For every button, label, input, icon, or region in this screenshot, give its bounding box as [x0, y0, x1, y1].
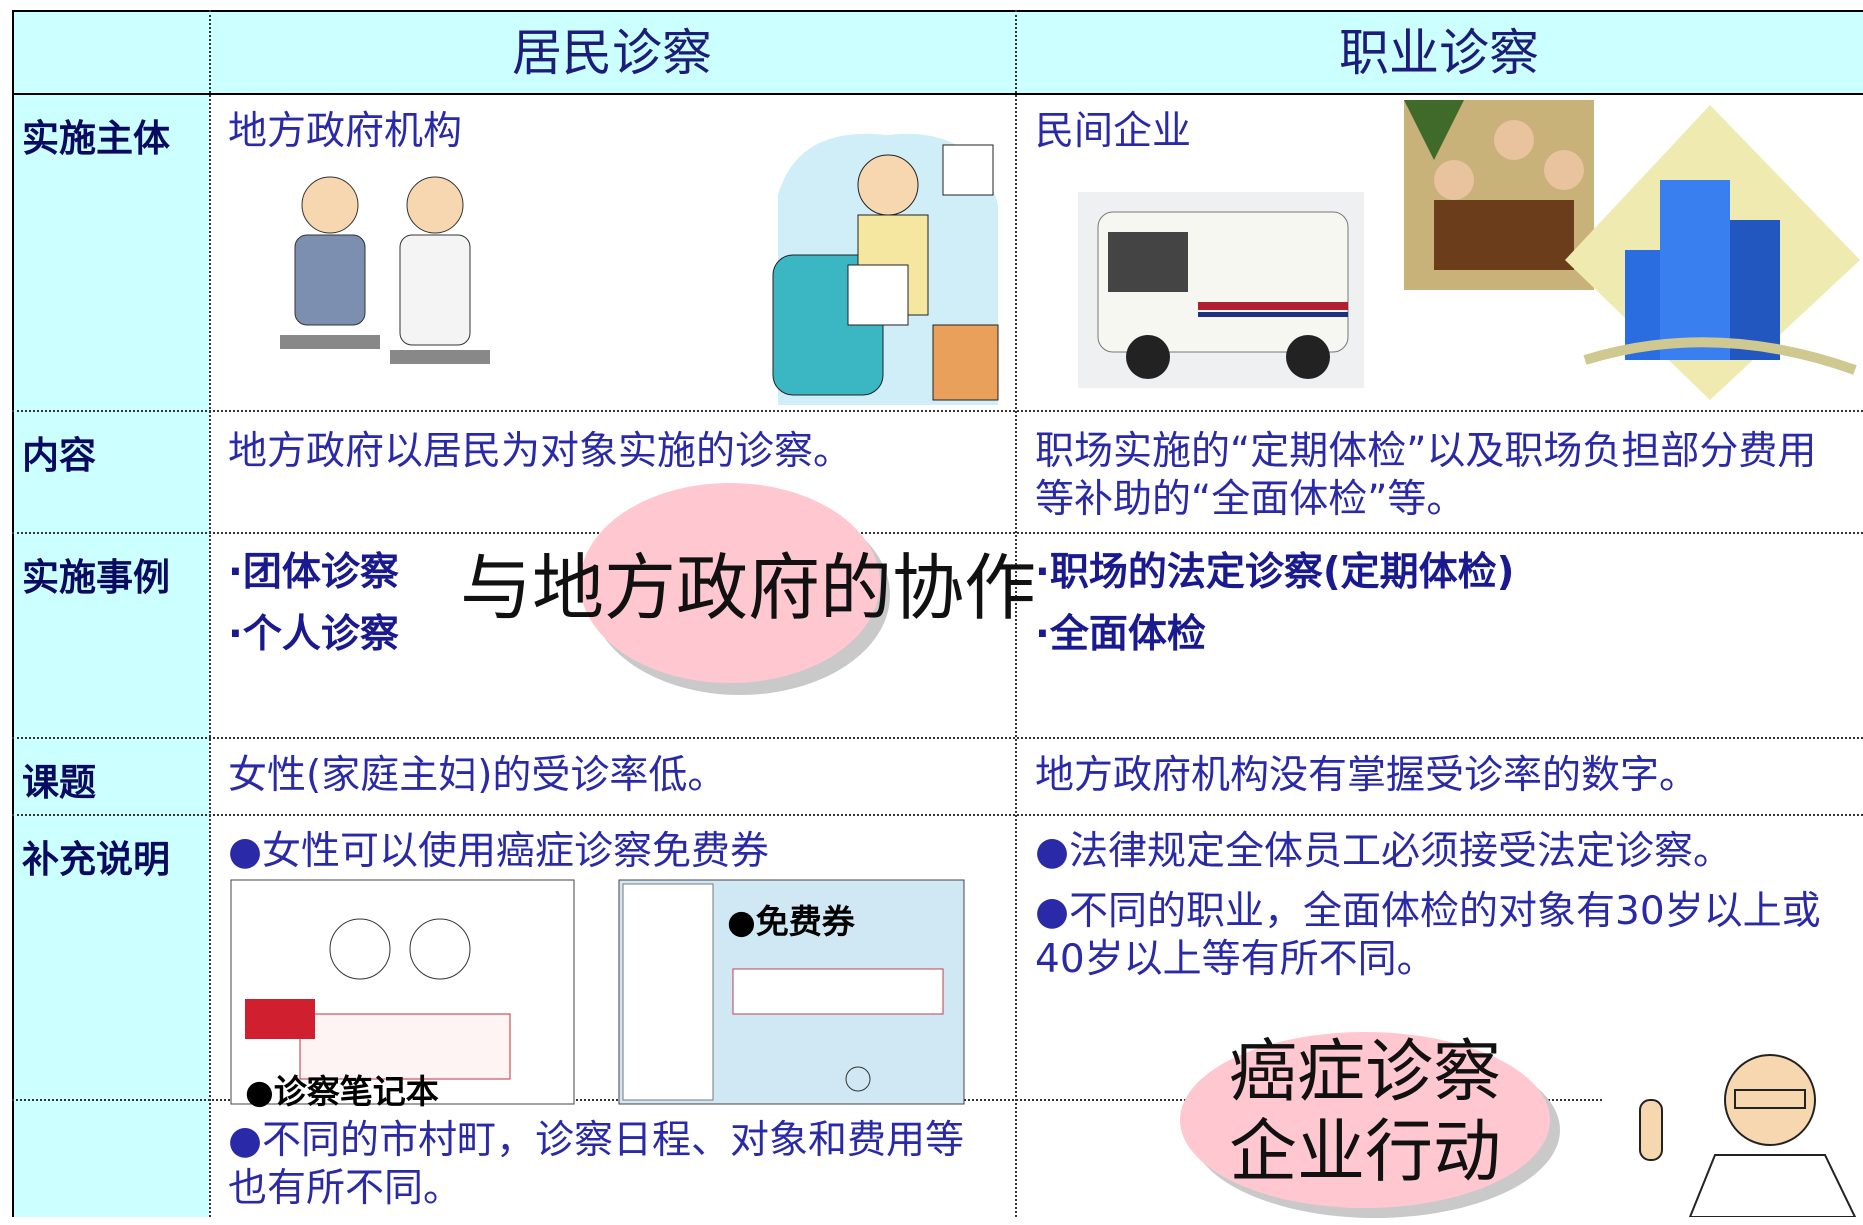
photo-notebook: [230, 879, 575, 1105]
label-column-bg: [12, 93, 209, 1217]
cell-text: 地方政府以居民为对象实施的诊察。: [228, 429, 853, 474]
illustration-building: [1565, 105, 1860, 400]
column-header: 职业诊察: [1339, 24, 1539, 82]
cell-text: ●法律规定全体员工必须接受法定诊察。: [1035, 829, 1733, 874]
column-line: [1015, 10, 1017, 1217]
row-label: 实施事例: [22, 556, 170, 599]
row-label: 补充说明: [22, 838, 170, 881]
photo-bus: [1078, 192, 1364, 388]
column-line: [209, 10, 211, 1217]
cell-text: ●不同的市村町，诊察日程、对象和费用等也有所不同。: [228, 1118, 965, 1211]
illustration-meeting: [1404, 100, 1594, 290]
illustration-reading: [772, 133, 999, 405]
cell-text: ●不同的职业，全面体检的对象有30岁以上或40岁以上等有所不同。: [1035, 889, 1821, 982]
cell-text: 职场实施的“定期体检”以及职场负担部分费用等补助的“全面体检”等。: [1035, 429, 1817, 522]
row-line: [12, 93, 1863, 95]
row-line: [12, 737, 1863, 739]
header-bg: [12, 10, 1863, 93]
callout-ellipse: [1180, 1032, 1560, 1218]
illustration-consultation: [280, 176, 490, 364]
cell-item: ·职场的法定诊察(定期体检): [1035, 550, 1515, 595]
cell-text: 地方政府机构: [228, 109, 463, 154]
cell-text: ●女性可以使用癌症诊察免费券: [228, 829, 770, 874]
row-line: [12, 532, 1863, 534]
photo-coupon: [618, 879, 965, 1105]
callout-text: 与地方政府的协作: [460, 546, 1037, 630]
row-line: [12, 814, 1863, 816]
row-label: 课题: [22, 761, 96, 804]
column-header: 居民诊察: [512, 24, 712, 82]
image-caption: ●诊察笔记本: [245, 1072, 439, 1111]
row-line: [12, 410, 1863, 412]
illustration-doctor: [1639, 1054, 1857, 1217]
cell-text: 地方政府机构没有掌握受诊率的数字。: [1035, 753, 1699, 798]
image-caption: ●免费券: [727, 902, 855, 941]
callout-text: 癌症诊察: [1228, 1033, 1501, 1112]
row-label: 内容: [22, 434, 96, 477]
row-label: 实施主体: [22, 117, 170, 160]
cell-item: ·团体诊察: [228, 550, 399, 595]
cell-item: ·全面体检: [1035, 612, 1206, 657]
frame: [12, 10, 1863, 1217]
callout-text: 企业行动: [1228, 1113, 1501, 1192]
cell-text: 女性(家庭主妇)的受诊率低。: [228, 753, 727, 798]
callout-ellipse: [580, 483, 890, 695]
cell-item: ·个人诊察: [228, 612, 399, 657]
cell-text: 民间企业: [1035, 109, 1192, 154]
